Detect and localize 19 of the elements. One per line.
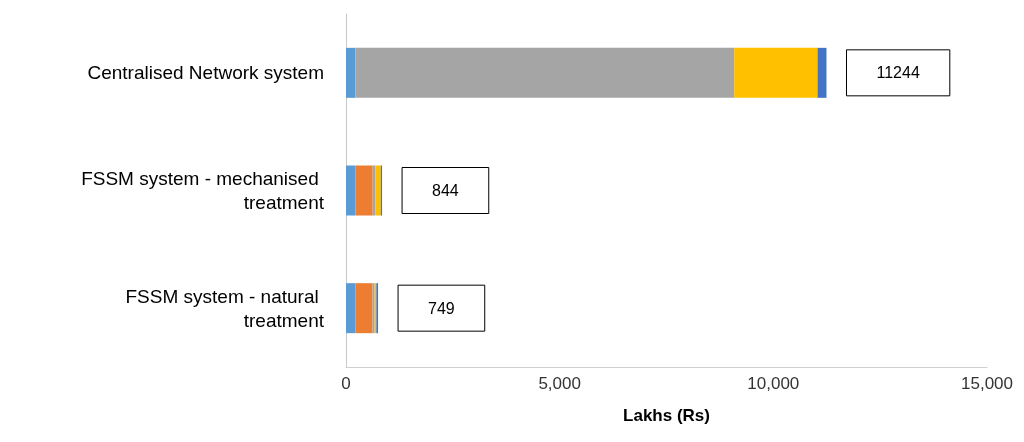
total-label: 844 <box>432 182 459 199</box>
bar <box>355 283 373 334</box>
x-tick-label: 10,000 <box>747 374 800 393</box>
y-tick-label: FSSM system - mechanised treatment <box>81 168 325 213</box>
total-label: 11244 <box>876 64 920 82</box>
bar <box>355 47 735 98</box>
x-axis-title: Lakhs (Rs) <box>623 406 710 425</box>
y-tick-label: Centralised Network system <box>87 62 324 84</box>
x-tick-label: 5,000 <box>538 374 581 393</box>
bar <box>346 165 356 216</box>
total-label: 749 <box>428 299 455 317</box>
bar <box>734 47 818 98</box>
bar <box>355 165 373 216</box>
y-tick-label: FSSM system - natural treatment <box>125 285 325 331</box>
bar <box>346 283 356 334</box>
x-tick-label: 0 <box>341 374 351 393</box>
bar <box>346 47 356 98</box>
x-tick-label: 15,000 <box>961 374 1013 393</box>
bar <box>375 165 381 216</box>
